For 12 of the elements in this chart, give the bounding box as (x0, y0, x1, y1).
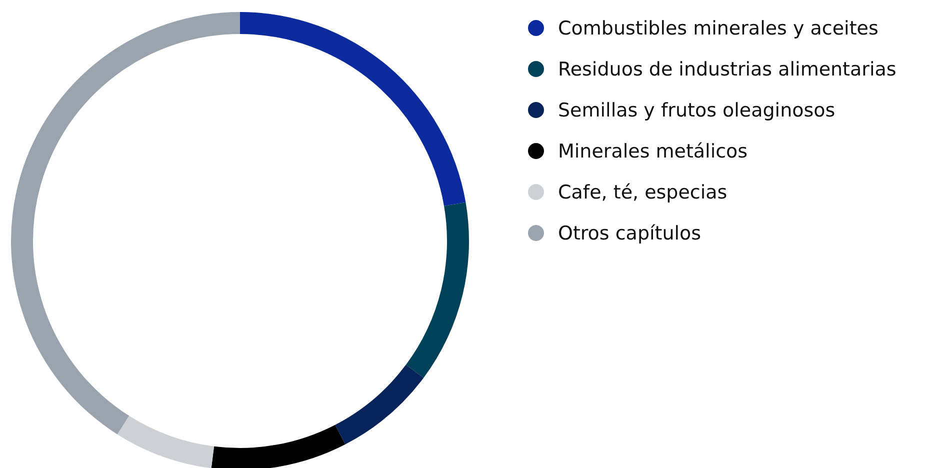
donut-slice (211, 424, 346, 468)
legend-label: Minerales metálicos (558, 140, 748, 163)
legend-label: Semillas y frutos oleaginosos (558, 100, 836, 122)
donut-slice (335, 364, 424, 444)
legend-label: Residuos de industrias alimentarias (558, 58, 896, 81)
donut-slice (117, 416, 214, 468)
legend-label: Cafe, té, especias (558, 182, 728, 204)
donut-slice (240, 12, 466, 206)
donut-slice (406, 202, 469, 378)
donut-slice (11, 12, 240, 434)
legend-label: Otros capítulos (558, 222, 702, 245)
legend-label: Combustibles minerales y aceites (558, 18, 878, 40)
